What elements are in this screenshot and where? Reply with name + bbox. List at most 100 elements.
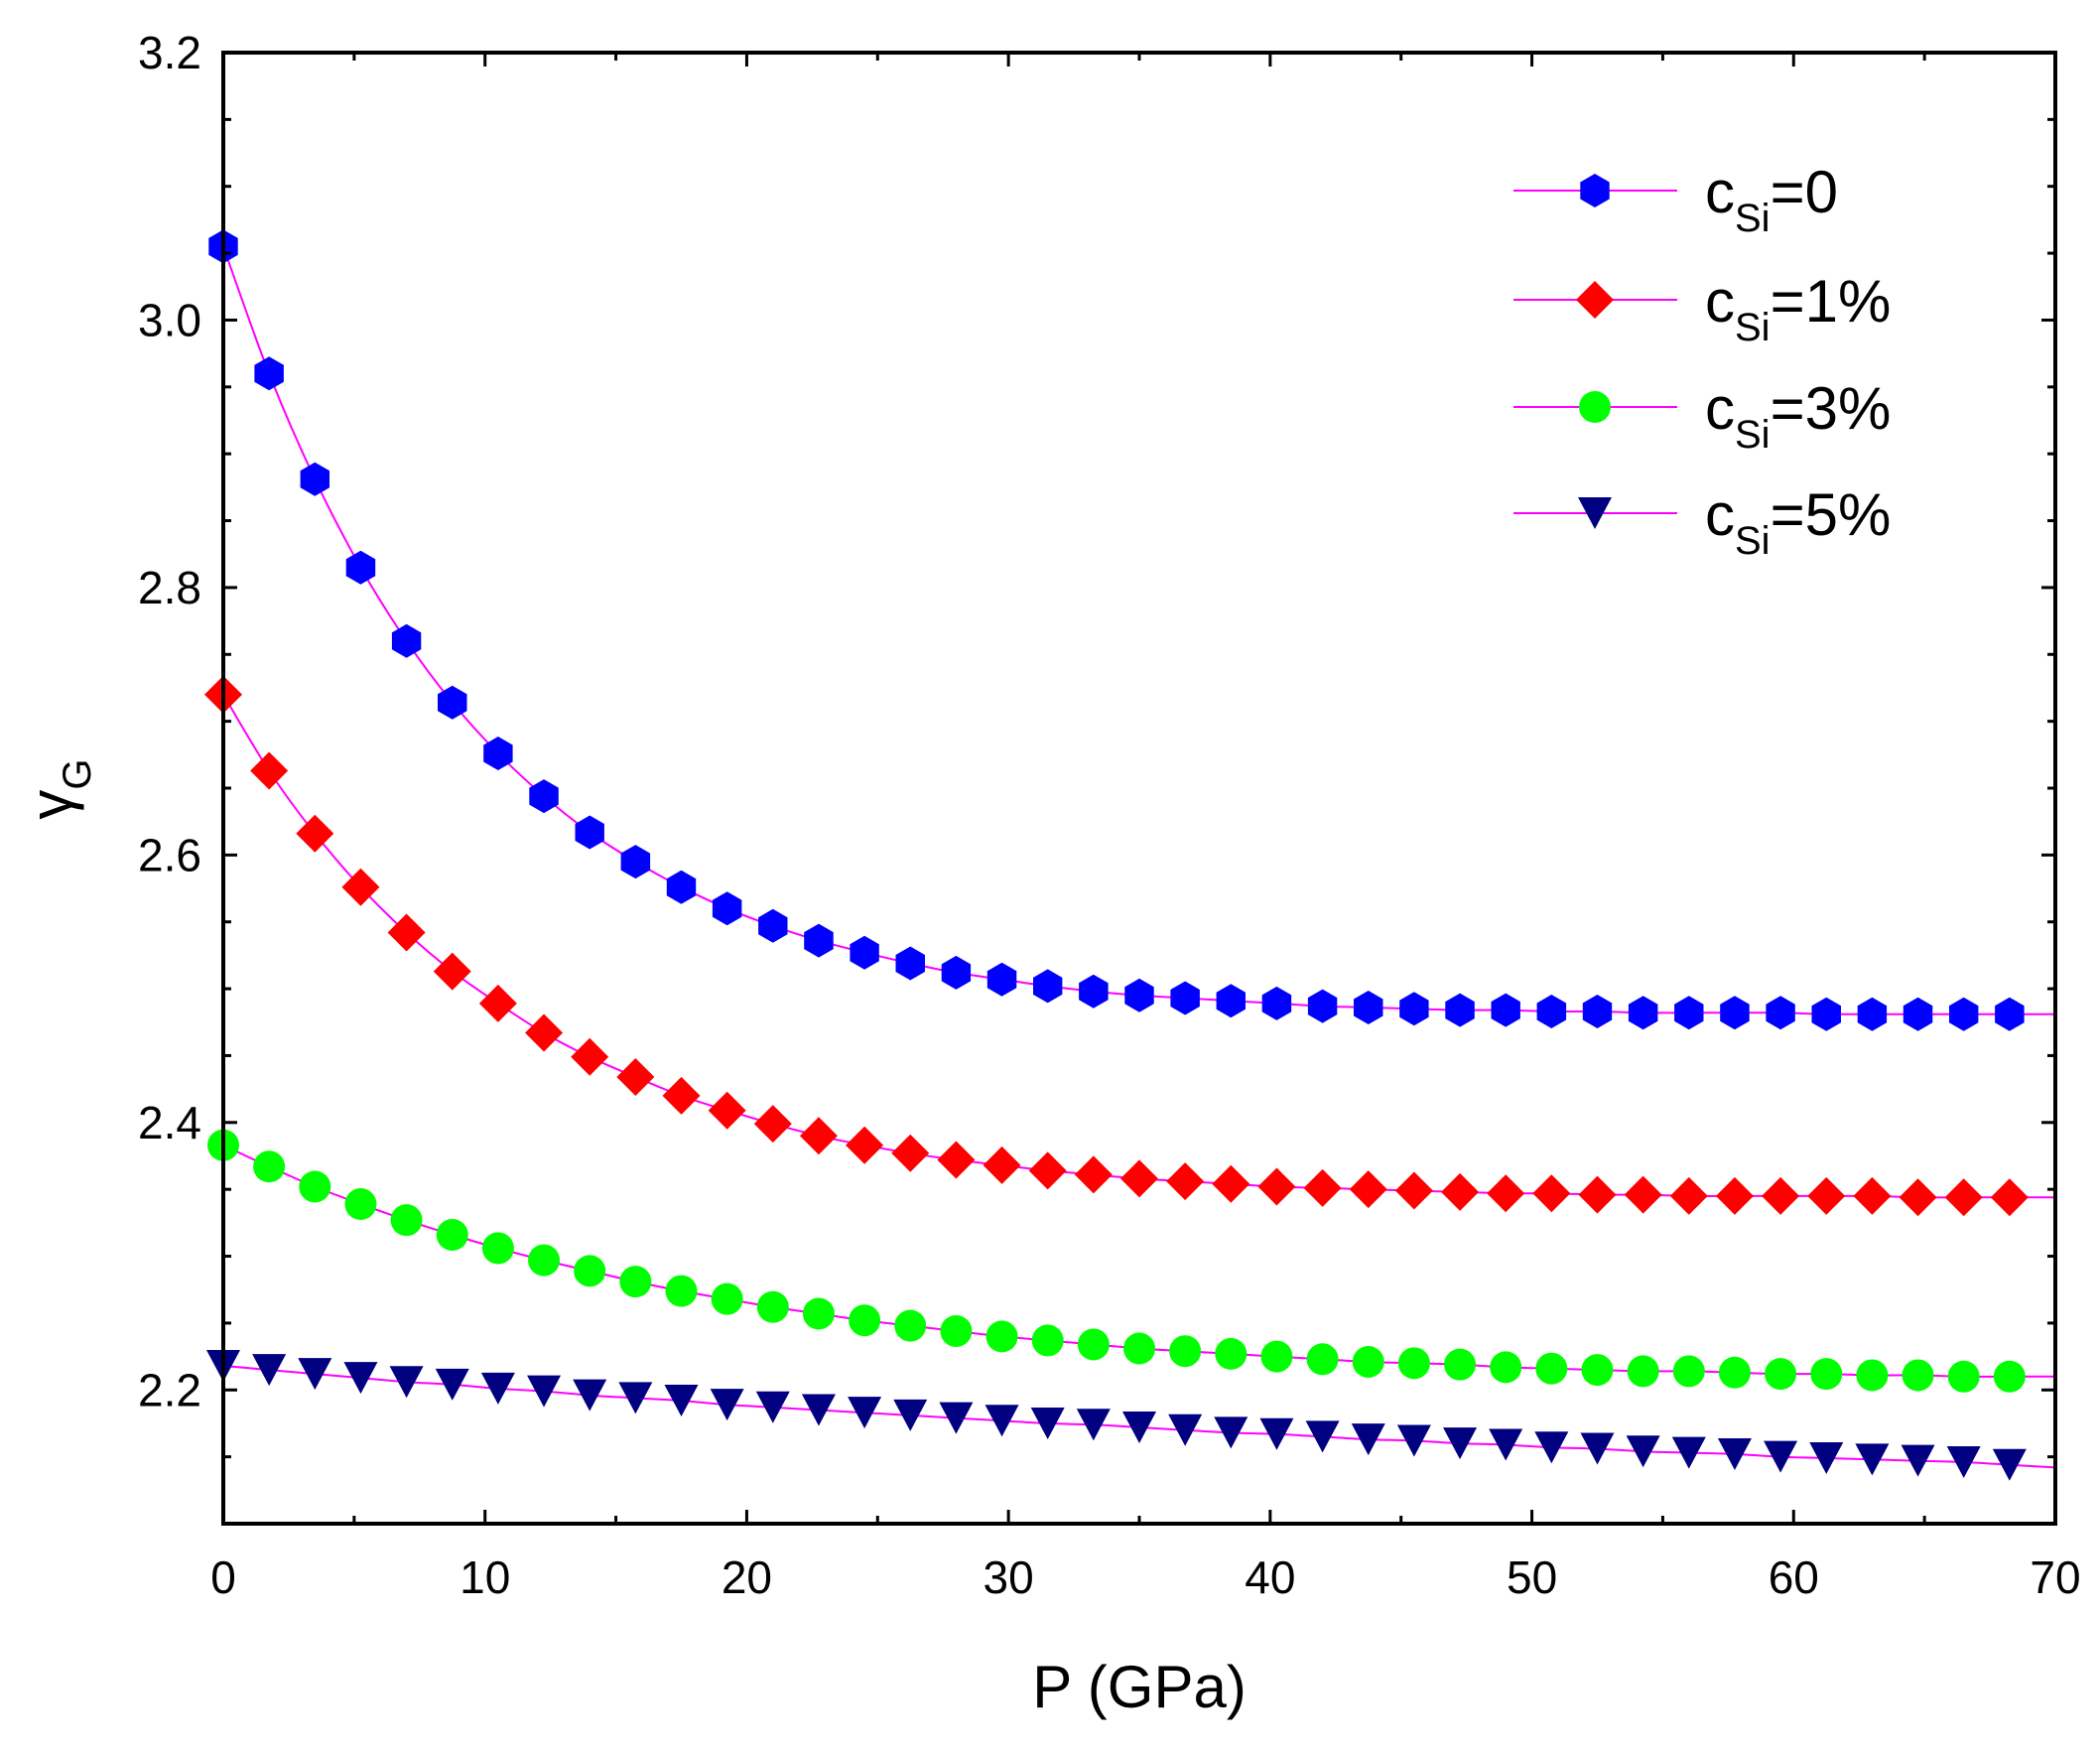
x-tick-label: 70 <box>2030 1551 2080 1603</box>
y-tick-label: 2.8 <box>138 562 201 613</box>
legend-label-sub: Si <box>1735 306 1771 349</box>
data-point-series-0-30 <box>1582 995 1613 1028</box>
data-point-series-1-8 <box>571 1037 609 1076</box>
data-point-series-3-8 <box>573 1379 607 1412</box>
data-point-series-1-30 <box>1578 1175 1617 1214</box>
series-2-markers <box>207 1129 2026 1393</box>
data-point-series-2-16 <box>940 1314 973 1347</box>
data-point-series-1-32 <box>1669 1176 1708 1215</box>
data-point-series-2-4 <box>390 1204 423 1237</box>
data-point-series-0-16 <box>941 955 972 990</box>
data-point-series-1-27 <box>1441 1172 1480 1211</box>
data-point-series-0-27 <box>1445 993 1475 1027</box>
x-tick-label: 10 <box>459 1551 510 1603</box>
data-point-series-2-25 <box>1352 1345 1384 1378</box>
data-point-series-3-1 <box>252 1354 287 1387</box>
data-point-series-2-6 <box>481 1232 514 1265</box>
data-point-series-3-22 <box>1214 1416 1248 1449</box>
data-point-series-0-17 <box>986 962 1017 997</box>
data-point-series-0-34 <box>1766 996 1795 1030</box>
data-point-series-0-8 <box>575 815 604 850</box>
data-point-series-1-24 <box>1303 1168 1342 1207</box>
data-point-series-3-27 <box>1443 1427 1478 1460</box>
y-tick-label: 2.2 <box>138 1364 201 1415</box>
data-point-series-1-31 <box>1624 1175 1662 1214</box>
data-point-series-2-8 <box>574 1255 606 1287</box>
data-point-series-0-22 <box>1216 984 1246 1018</box>
data-point-series-1-33 <box>1715 1176 1754 1215</box>
data-point-series-1-26 <box>1394 1171 1433 1210</box>
data-point-series-1-4 <box>387 913 426 952</box>
data-point-series-1-21 <box>1166 1162 1205 1201</box>
data-point-series-1-1 <box>250 751 289 790</box>
data-point-series-1-22 <box>1212 1164 1250 1203</box>
data-point-series-3-28 <box>1489 1428 1523 1461</box>
data-point-series-2-12 <box>756 1290 789 1323</box>
data-point-series-0-19 <box>1079 974 1109 1009</box>
data-point-series-2-19 <box>1077 1328 1110 1361</box>
data-point-series-0-24 <box>1307 989 1338 1023</box>
data-point-series-3-23 <box>1259 1417 1294 1450</box>
data-point-series-1-11 <box>708 1091 746 1130</box>
data-point-series-1-14 <box>846 1126 884 1164</box>
data-point-series-1-12 <box>753 1105 792 1144</box>
series-1-markers <box>204 675 2029 1217</box>
data-point-series-0-14 <box>850 935 879 970</box>
x-tick-label: 30 <box>984 1551 1034 1603</box>
data-point-series-2-7 <box>528 1244 561 1277</box>
data-point-series-1-39 <box>1990 1178 2029 1217</box>
data-point-series-3-33 <box>1717 1437 1752 1470</box>
data-point-series-0-26 <box>1399 992 1429 1026</box>
legend-label: cSi=0 <box>1705 159 1838 240</box>
data-point-series-1-34 <box>1762 1176 1800 1215</box>
data-point-series-3-3 <box>343 1362 378 1395</box>
data-point-series-3-17 <box>984 1405 1019 1437</box>
legend-marker-diamond <box>1576 281 1614 319</box>
data-point-series-2-18 <box>1031 1324 1064 1357</box>
data-point-series-3-32 <box>1671 1436 1706 1469</box>
data-point-series-3-38 <box>1946 1446 1981 1479</box>
data-point-series-3-15 <box>893 1399 928 1431</box>
data-point-series-0-9 <box>620 845 651 879</box>
y-axis-title: γG <box>18 758 99 819</box>
y-tick-label: 2.6 <box>138 829 201 880</box>
data-point-series-0-20 <box>1124 978 1154 1012</box>
data-point-series-1-36 <box>1853 1176 1892 1215</box>
legend-label-base: c <box>1705 268 1735 335</box>
legend-label-base: c <box>1705 375 1735 442</box>
y-tick-label: 2.4 <box>138 1097 201 1148</box>
data-point-series-0-36 <box>1857 997 1888 1031</box>
data-point-series-0-18 <box>1033 969 1063 1004</box>
data-point-series-1-7 <box>525 1013 564 1052</box>
legend-label-tail: =0 <box>1771 159 1838 225</box>
data-point-series-0-7 <box>529 779 559 814</box>
fit-line-series-0 <box>222 246 2055 1015</box>
data-point-series-3-21 <box>1168 1413 1203 1446</box>
legend-label: cSi=3% <box>1705 375 1891 457</box>
data-point-series-0-33 <box>1720 996 1750 1030</box>
data-point-series-2-20 <box>1123 1332 1155 1365</box>
data-point-series-3-13 <box>801 1394 836 1426</box>
data-point-series-3-30 <box>1580 1432 1615 1465</box>
data-point-series-3-36 <box>1855 1443 1890 1476</box>
data-point-series-3-19 <box>1076 1409 1111 1441</box>
data-point-series-1-10 <box>662 1076 701 1115</box>
x-tick-label: 20 <box>722 1551 772 1603</box>
data-point-series-1-2 <box>296 814 334 853</box>
data-point-series-3-18 <box>1030 1407 1065 1439</box>
data-point-series-2-30 <box>1581 1354 1614 1387</box>
data-point-series-2-1 <box>253 1150 286 1183</box>
data-point-series-3-10 <box>664 1385 699 1417</box>
data-point-series-2-22 <box>1215 1337 1247 1370</box>
data-point-series-3-34 <box>1764 1440 1798 1473</box>
data-point-series-2-9 <box>619 1266 652 1298</box>
data-point-series-2-34 <box>1765 1358 1797 1391</box>
data-point-series-0-10 <box>666 870 697 904</box>
legend-marker-hexagon <box>1580 174 1610 207</box>
x-axis-title: P (GPa) <box>1032 1654 1247 1720</box>
data-point-series-2-2 <box>299 1170 331 1203</box>
data-point-series-0-6 <box>483 737 513 770</box>
data-point-series-2-38 <box>1947 1360 1980 1393</box>
legend-label-sub: Si <box>1735 197 1771 240</box>
